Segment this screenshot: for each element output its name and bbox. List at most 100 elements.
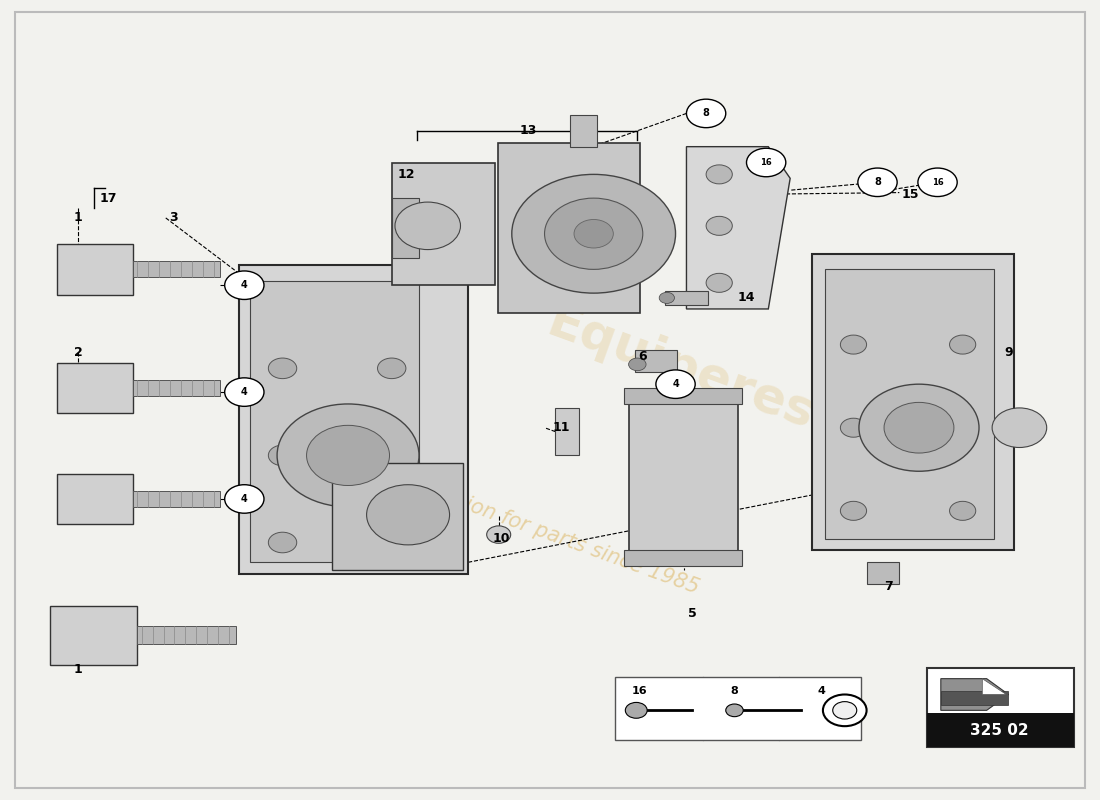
Circle shape [486,526,510,543]
FancyBboxPatch shape [56,244,133,294]
FancyBboxPatch shape [664,290,708,305]
Text: a passion for parts since 1985: a passion for parts since 1985 [398,471,702,598]
Circle shape [377,358,406,378]
FancyBboxPatch shape [56,362,133,414]
Circle shape [949,418,976,438]
Circle shape [395,202,461,250]
FancyBboxPatch shape [624,550,742,566]
FancyBboxPatch shape [616,677,861,741]
Text: 1: 1 [74,211,82,225]
Circle shape [823,694,867,726]
Circle shape [992,408,1047,447]
Circle shape [268,445,297,466]
Text: Equiperes: Equiperes [541,298,822,439]
Text: 4: 4 [672,379,679,389]
FancyBboxPatch shape [392,198,419,258]
Circle shape [840,418,867,438]
Text: 1: 1 [74,662,82,676]
Circle shape [307,426,389,486]
FancyBboxPatch shape [635,350,676,372]
Circle shape [512,174,675,293]
Text: 17: 17 [99,192,117,205]
Text: 16: 16 [932,178,944,186]
Text: 325 02: 325 02 [970,722,1030,738]
FancyBboxPatch shape [812,254,1014,550]
FancyBboxPatch shape [926,714,1074,746]
Circle shape [268,358,297,378]
FancyBboxPatch shape [926,667,1074,746]
Circle shape [840,335,867,354]
Circle shape [859,384,979,471]
Polygon shape [982,678,1007,694]
Text: 4: 4 [241,387,248,397]
FancyBboxPatch shape [940,690,1009,705]
Circle shape [656,370,695,398]
Text: 14: 14 [738,290,756,303]
Circle shape [706,274,733,292]
Text: 4: 4 [241,280,248,290]
FancyBboxPatch shape [497,142,639,313]
FancyBboxPatch shape [239,266,469,574]
Text: 11: 11 [552,422,570,434]
Text: 16: 16 [631,686,648,696]
Text: 5: 5 [688,607,696,620]
Polygon shape [686,146,790,309]
FancyBboxPatch shape [624,388,742,404]
Circle shape [659,292,674,303]
Text: 13: 13 [519,124,537,138]
Text: 16: 16 [760,158,772,167]
Circle shape [840,502,867,520]
Text: 8: 8 [874,178,881,187]
Circle shape [224,271,264,299]
Circle shape [224,485,264,514]
Circle shape [366,485,450,545]
Text: 4: 4 [817,686,825,696]
FancyBboxPatch shape [250,282,419,562]
Text: 8: 8 [730,686,738,696]
Circle shape [628,358,646,370]
Text: 6: 6 [638,350,647,363]
Text: 4: 4 [241,494,248,504]
Circle shape [747,148,785,177]
FancyBboxPatch shape [556,408,580,455]
Text: 2: 2 [74,346,82,359]
Polygon shape [940,678,1009,710]
Circle shape [625,702,647,718]
Circle shape [917,168,957,197]
Circle shape [574,219,614,248]
FancyBboxPatch shape [56,474,133,524]
Circle shape [726,704,744,717]
Circle shape [949,502,976,520]
Circle shape [949,335,976,354]
Circle shape [277,404,419,507]
Text: 3: 3 [169,211,178,225]
Circle shape [268,532,297,553]
Text: 15: 15 [902,188,918,201]
FancyBboxPatch shape [133,380,220,396]
FancyBboxPatch shape [570,115,597,146]
FancyBboxPatch shape [392,162,495,286]
FancyBboxPatch shape [133,491,220,507]
Circle shape [686,99,726,128]
Text: 10: 10 [492,532,509,545]
Text: 7: 7 [884,579,893,593]
Circle shape [858,168,898,197]
FancyBboxPatch shape [825,270,994,538]
FancyBboxPatch shape [628,392,738,562]
Circle shape [224,378,264,406]
FancyBboxPatch shape [50,606,138,666]
Text: 9: 9 [1004,346,1013,359]
FancyBboxPatch shape [867,562,900,584]
Circle shape [706,216,733,235]
Circle shape [377,532,406,553]
Circle shape [706,165,733,184]
Circle shape [884,402,954,453]
FancyBboxPatch shape [332,463,463,570]
Circle shape [544,198,642,270]
FancyBboxPatch shape [138,626,235,644]
Text: 12: 12 [397,168,415,181]
Circle shape [377,445,406,466]
Circle shape [833,702,857,719]
FancyBboxPatch shape [133,262,220,278]
Text: 8: 8 [703,109,710,118]
